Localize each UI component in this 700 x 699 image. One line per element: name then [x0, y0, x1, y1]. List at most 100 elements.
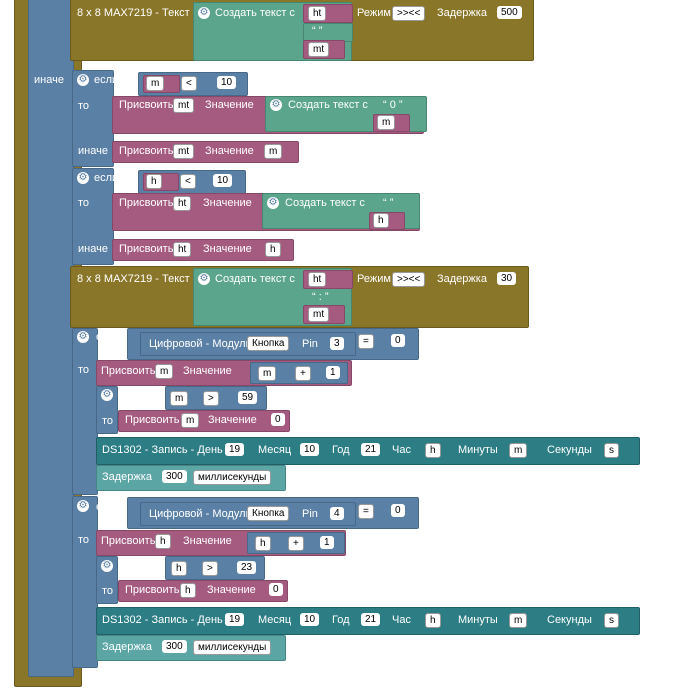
if-label: если	[94, 74, 119, 86]
day-field[interactable]: 19	[225, 443, 245, 456]
target-dropdown[interactable]: m	[181, 413, 200, 428]
then-label: то	[102, 415, 114, 427]
pin-label: Pin	[302, 508, 318, 520]
mode-label: Режим	[357, 7, 391, 19]
op-dropdown[interactable]: <	[180, 174, 196, 189]
m-dropdown[interactable]: m	[377, 115, 396, 130]
if-label: если	[96, 331, 121, 343]
gear-icon[interactable]: ⚙	[77, 331, 89, 343]
delay-label: Задержка	[102, 641, 152, 653]
ht-dropdown[interactable]: ht	[308, 272, 327, 287]
gt-dropdown[interactable]: >	[203, 391, 219, 406]
year-field[interactable]: 21	[361, 443, 381, 456]
month-field[interactable]: 10	[300, 443, 320, 456]
unit-dropdown[interactable]: миллисекунды	[193, 470, 272, 485]
value-label: Значение	[203, 243, 252, 255]
delay-field[interactable]: 300	[162, 470, 187, 483]
plus-dropdown[interactable]: +	[288, 536, 304, 551]
eq-dropdown[interactable]: =	[358, 334, 374, 349]
unit-dropdown[interactable]: миллисекунды	[193, 640, 272, 655]
h-dropdown[interactable]: h	[373, 213, 389, 228]
seconds-dropdown[interactable]: s	[604, 443, 619, 458]
target-dropdown[interactable]: m	[155, 364, 174, 379]
one-field[interactable]: 1	[320, 536, 334, 549]
zero-field[interactable]: 0	[269, 583, 283, 596]
pin-field[interactable]: 4	[330, 507, 344, 520]
pin-field[interactable]: 3	[330, 337, 344, 350]
year-label: Год	[332, 444, 350, 456]
eq-dropdown[interactable]: =	[358, 504, 374, 519]
m-dropdown[interactable]: m	[146, 76, 165, 91]
gear-icon[interactable]: ⚙	[101, 560, 113, 572]
seconds-label: Секунды	[547, 444, 592, 456]
mt-dropdown[interactable]: mt	[308, 42, 330, 57]
num-field[interactable]: 10	[213, 174, 233, 187]
h-dropdown[interactable]: h	[255, 536, 271, 551]
m-dropdown[interactable]: m	[264, 144, 283, 159]
target-dropdown[interactable]: ht	[173, 196, 192, 211]
delay-label: Задержка	[437, 7, 487, 19]
assign-block[interactable]	[112, 141, 299, 163]
mode-dropdown[interactable]: >><<	[392, 272, 426, 287]
gear-icon[interactable]: ⚙	[77, 74, 89, 86]
ds1302-write-block-1[interactable]	[96, 437, 640, 465]
gear-icon[interactable]: ⚙	[77, 172, 89, 184]
h-dropdown[interactable]: h	[265, 242, 281, 257]
hour-dropdown[interactable]: h	[425, 443, 441, 458]
gear-icon[interactable]: ⚙	[198, 7, 210, 19]
limit-field[interactable]: 23	[237, 561, 257, 574]
plus-dropdown[interactable]: +	[295, 366, 311, 381]
gear-icon[interactable]: ⚙	[77, 500, 89, 512]
target-dropdown[interactable]: h	[180, 583, 196, 598]
target-dropdown[interactable]: mt	[173, 98, 195, 113]
limit-field[interactable]: 59	[238, 391, 258, 404]
eq-value[interactable]: 0	[391, 504, 405, 517]
assign-block[interactable]	[118, 410, 290, 432]
if-block-h[interactable]	[72, 168, 114, 265]
assign-block[interactable]	[118, 580, 288, 602]
if-label: если	[120, 390, 145, 402]
target-dropdown[interactable]: mt	[173, 144, 195, 159]
day-field[interactable]: 19	[225, 613, 245, 626]
string-literal: “ 0 ”	[383, 99, 403, 111]
one-field[interactable]: 1	[326, 366, 340, 379]
minutes-dropdown[interactable]: m	[509, 443, 528, 458]
h-dropdown[interactable]: h	[146, 174, 162, 189]
gear-icon[interactable]: ⚙	[270, 99, 282, 111]
ht-dropdown[interactable]: ht	[308, 6, 327, 21]
if-button-4-block[interactable]	[72, 496, 98, 668]
module-dropdown[interactable]: Кнопка	[247, 506, 290, 521]
year-field[interactable]: 21	[361, 613, 381, 626]
zero-field[interactable]: 0	[271, 413, 285, 426]
target-dropdown[interactable]: ht	[173, 242, 192, 257]
m-dropdown[interactable]: m	[170, 391, 189, 406]
op-dropdown[interactable]: <	[181, 76, 197, 91]
create-text-label: Создать текст с	[215, 7, 295, 19]
mt-dropdown[interactable]: mt	[308, 307, 330, 322]
m-dropdown[interactable]: m	[258, 366, 277, 381]
gear-icon[interactable]: ⚙	[267, 197, 279, 209]
module-dropdown[interactable]: Кнопка	[247, 336, 290, 351]
ds1302-label: DS1302 - Запись - День	[102, 614, 223, 626]
seconds-dropdown[interactable]: s	[604, 613, 619, 628]
target-dropdown[interactable]: h	[155, 534, 171, 549]
hour-dropdown[interactable]: h	[425, 613, 441, 628]
outer-if-block[interactable]	[28, 0, 74, 677]
mode-dropdown[interactable]: >><<	[392, 6, 426, 21]
delay-value[interactable]: 500	[497, 6, 522, 19]
num-field[interactable]: 10	[217, 76, 237, 89]
if-button-3-block[interactable]	[72, 328, 98, 495]
string-literal: “ ”	[383, 197, 394, 209]
month-field[interactable]: 10	[300, 613, 320, 626]
h-dropdown[interactable]: h	[171, 561, 187, 576]
seconds-label: Секунды	[547, 614, 592, 626]
delay-label: Задержка	[102, 471, 152, 483]
gt-dropdown[interactable]: >	[202, 561, 218, 576]
gear-icon[interactable]: ⚙	[198, 273, 210, 285]
delay-field[interactable]: 300	[162, 640, 187, 653]
gear-icon[interactable]: ⚙	[101, 389, 113, 401]
eq-value[interactable]: 0	[391, 334, 405, 347]
minutes-dropdown[interactable]: m	[509, 613, 528, 628]
delay-value[interactable]: 30	[497, 272, 517, 285]
assign-block[interactable]	[112, 239, 294, 261]
